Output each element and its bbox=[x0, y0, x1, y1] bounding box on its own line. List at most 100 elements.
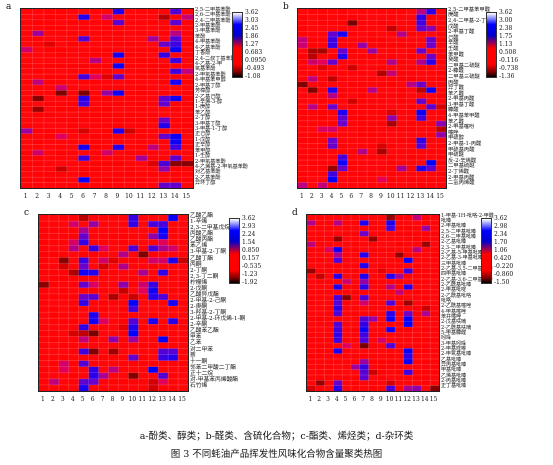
heatmap-cell bbox=[426, 87, 437, 94]
heatmap-cell bbox=[118, 215, 129, 222]
heatmap-cell bbox=[101, 95, 114, 102]
heatmap-cell bbox=[108, 221, 119, 228]
heatmap-cell bbox=[426, 70, 437, 77]
heatmap-cell bbox=[48, 269, 60, 276]
heatmap-cell bbox=[426, 20, 437, 27]
heatmap-cell bbox=[307, 120, 319, 127]
heatmap-cell bbox=[148, 384, 159, 391]
heatmap-cell bbox=[368, 247, 378, 253]
heatmap-cell bbox=[396, 115, 407, 122]
heatmap-cell bbox=[351, 247, 361, 253]
heatmap-cell bbox=[124, 171, 136, 178]
heatmap-cell bbox=[324, 241, 334, 248]
heatmap-cell bbox=[359, 311, 369, 317]
heatmap-cell bbox=[377, 295, 387, 301]
heatmap-cell bbox=[327, 109, 338, 116]
heatmap-cell bbox=[112, 74, 125, 80]
heatmap-cell bbox=[412, 263, 422, 269]
heatmap-cell bbox=[21, 150, 33, 156]
column-label: 12 bbox=[148, 193, 156, 200]
heatmap-a bbox=[20, 8, 194, 189]
heatmap-cell bbox=[66, 84, 79, 91]
heatmap-cell bbox=[108, 354, 119, 361]
heatmap-cell bbox=[148, 306, 159, 313]
heatmap-cell bbox=[148, 239, 159, 246]
heatmap-cell bbox=[386, 53, 397, 60]
row-label: 2-乙基-5-甲基吡嗪 bbox=[441, 250, 483, 256]
heatmap-cell bbox=[327, 104, 338, 110]
heatmap-cell bbox=[39, 251, 50, 258]
heatmap-cell bbox=[307, 31, 319, 38]
heatmap-cell bbox=[138, 336, 149, 343]
heatmap-cell bbox=[178, 245, 188, 252]
heatmap-cell bbox=[307, 132, 319, 138]
heatmap-cell bbox=[406, 109, 417, 116]
row-label: 2-庚酮 bbox=[190, 304, 208, 311]
heatmap-cell bbox=[178, 287, 188, 295]
heatmap-cell bbox=[181, 182, 193, 188]
heatmap-cell bbox=[128, 287, 139, 295]
heatmap-cell bbox=[333, 289, 343, 296]
heatmap-cell bbox=[112, 166, 125, 173]
heatmap-cell bbox=[158, 312, 169, 319]
heatmap-cell bbox=[337, 143, 348, 150]
heatmap-cell bbox=[298, 9, 309, 15]
heatmap-cell bbox=[436, 109, 446, 116]
heatmap-cell bbox=[317, 76, 328, 83]
heatmap-cell bbox=[359, 273, 369, 280]
heatmap-cell bbox=[32, 90, 45, 97]
heatmap-cell bbox=[148, 312, 159, 319]
heatmap-cell bbox=[135, 30, 148, 37]
heatmap-cell bbox=[66, 171, 79, 178]
heatmap-cell bbox=[307, 92, 319, 99]
heatmap-cell bbox=[88, 360, 99, 368]
heatmap-cell bbox=[317, 92, 328, 99]
heatmap-cell bbox=[55, 106, 68, 113]
heatmap-cell bbox=[158, 30, 171, 37]
heatmap-cell bbox=[406, 137, 417, 144]
heatmap-cell bbox=[357, 92, 368, 99]
heatmap-cell bbox=[55, 46, 68, 53]
heatmap-cell bbox=[317, 115, 328, 122]
heatmap-cell bbox=[351, 385, 361, 391]
heatmap-cell bbox=[426, 31, 437, 38]
heatmap-cell bbox=[351, 252, 361, 258]
heatmap-cell bbox=[101, 14, 114, 21]
heatmap-cell bbox=[21, 36, 33, 42]
heatmap-cell bbox=[426, 76, 437, 83]
heatmap-cell bbox=[135, 160, 148, 167]
heatmap-cell bbox=[170, 133, 182, 140]
heatmap-cell bbox=[307, 353, 317, 360]
heatmap-cell bbox=[307, 64, 319, 71]
heatmap-cell bbox=[88, 348, 99, 355]
heatmap-cell bbox=[98, 336, 109, 343]
heatmap-cell bbox=[430, 316, 439, 322]
heatmap-cell bbox=[386, 42, 397, 49]
heatmap-cell bbox=[396, 25, 407, 32]
heatmap-cell bbox=[138, 293, 149, 301]
heatmap-cell bbox=[89, 30, 102, 37]
heatmap-cell bbox=[351, 236, 361, 242]
row-label: 2,3-二甲基戊烷 bbox=[190, 225, 230, 232]
legend-tick-label: -0.860 bbox=[494, 271, 514, 278]
heatmap-cell bbox=[436, 31, 446, 38]
heatmap-cell bbox=[359, 369, 369, 376]
heatmap-cell bbox=[98, 360, 109, 368]
heatmap-cell bbox=[367, 160, 378, 166]
row-label: 2-乙基-3-甲基吡嗪 bbox=[441, 255, 483, 262]
legend-tick-label: 1.13 bbox=[499, 41, 513, 48]
heatmap-cell bbox=[88, 233, 99, 240]
heatmap-cell bbox=[412, 241, 422, 248]
heatmap-cell bbox=[327, 20, 338, 27]
heatmap-cell bbox=[48, 366, 60, 374]
heatmap-cell bbox=[317, 81, 328, 88]
heatmap-cell bbox=[351, 241, 361, 248]
heatmap-cell bbox=[317, 20, 328, 27]
heatmap-cell bbox=[112, 150, 125, 156]
heatmap-cell bbox=[78, 182, 91, 188]
heatmap-cell bbox=[43, 52, 56, 59]
heatmap-cell bbox=[337, 154, 348, 161]
heatmap-cell bbox=[89, 122, 102, 129]
heatmap-cell bbox=[307, 76, 319, 83]
legend-tick-label: -1.23 bbox=[242, 271, 258, 278]
